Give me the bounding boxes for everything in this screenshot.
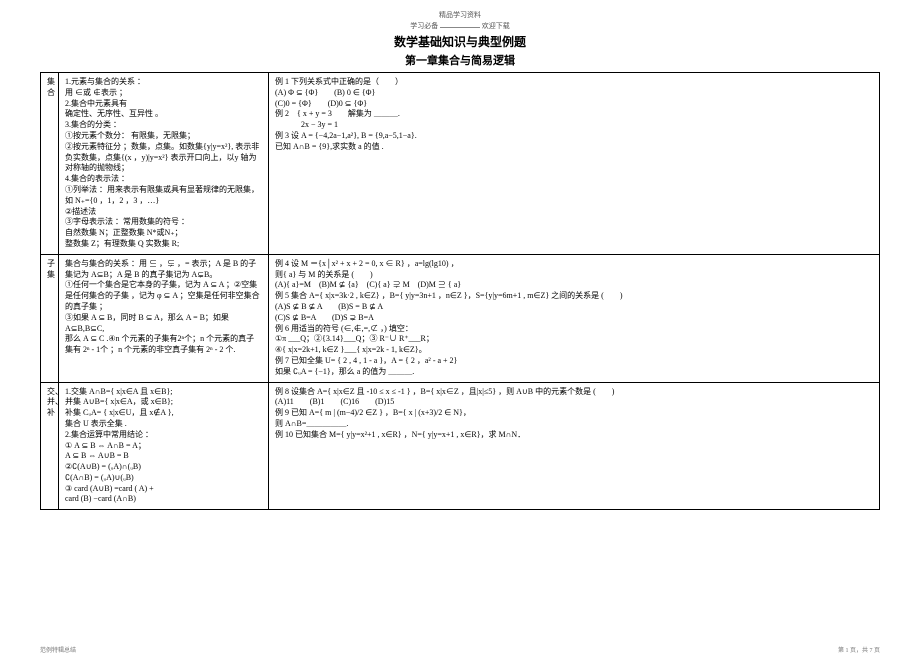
row-operations: 交、并、补 1.交集 A∩B={ x|x∈A 且 x∈B};并集 A∪B={ x… (41, 382, 880, 510)
topnote-suffix: 欢迎下载 (482, 22, 510, 30)
topnote-underline (440, 20, 480, 28)
row-left-0: 1.元素与集合的关系 ：用 ∈或 ∉表示 ；2.集合中元素具有确定性、无序性、互… (59, 73, 269, 255)
row-head-0: 集合 (41, 73, 59, 255)
row-right-0: 例 1 下列关系式中正确的是（ ）(A) Φ ⊆ {Φ} (B) 0 ∈ {Φ}… (269, 73, 880, 255)
row-right-1: 例 4 设 M ＝{x│x² + x + 2 = 0, x ∈ R} ，a=lg… (269, 254, 880, 382)
top-watermark: 精品学习资料 (40, 10, 880, 20)
footer-right: 第 1 页，共 7 页 (838, 645, 880, 654)
footer-left: 范例特辑总结 (40, 645, 76, 654)
page-subtitle: 第一章集合与简易逻辑 (40, 52, 880, 68)
row-sets: 集合 1.元素与集合的关系 ：用 ∈或 ∉表示 ；2.集合中元素具有确定性、无序… (41, 73, 880, 255)
row-left-1: 集合与集合的关系 ：用 ⊆ ，⊊ ，= 表示；A 是 B 的子集记为 A⊆B；A… (59, 254, 269, 382)
content-table: 集合 1.元素与集合的关系 ：用 ∈或 ∉表示 ；2.集合中元素具有确定性、无序… (40, 72, 880, 510)
row-head-2: 交、并、补 (41, 382, 59, 510)
row-left-2: 1.交集 A∩B={ x|x∈A 且 x∈B};并集 A∪B={ x|x∈A，或… (59, 382, 269, 510)
page-title: 数学基础知识与典型例题 (40, 33, 880, 50)
row-right-2: 例 8 设集合 A={ x|x∈Z 且 -10 ≤ x ≤ -1 } ，B={ … (269, 382, 880, 510)
row-subsets: 子集 集合与集合的关系 ：用 ⊆ ，⊊ ，= 表示；A 是 B 的子集记为 A⊆… (41, 254, 880, 382)
row-head-1: 子集 (41, 254, 59, 382)
top-note: 学习必备 欢迎下载 (40, 20, 880, 31)
topnote-prefix: 学习必备 (410, 22, 438, 30)
